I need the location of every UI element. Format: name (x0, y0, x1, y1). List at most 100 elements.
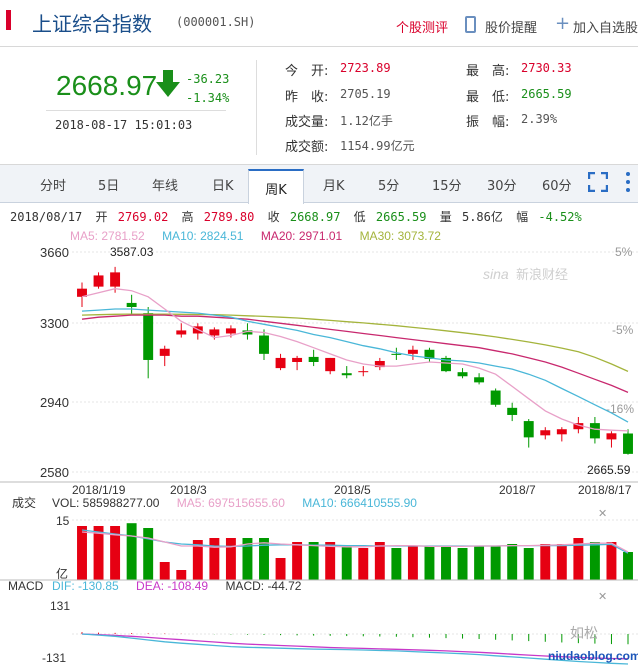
candle (556, 427, 567, 442)
tab-weekly-k-label: 周K (265, 183, 287, 198)
tab-yearline[interactable]: 年线 (152, 179, 179, 194)
candle (391, 347, 402, 360)
volume-bar (573, 538, 584, 580)
candle-body (457, 372, 468, 377)
divider (0, 164, 638, 165)
candle (490, 388, 501, 407)
candle-body (523, 421, 534, 438)
tab-intraday[interactable]: 分时 (40, 179, 67, 194)
macd-section-label: MACD (8, 579, 44, 593)
divider (0, 46, 638, 47)
macd-value: MACD: -44.72 (225, 579, 301, 593)
volume-bar (407, 546, 418, 580)
fullscreen-icon[interactable] (588, 172, 608, 192)
date-label-3: 2018/5 (334, 483, 371, 497)
max-annotation: 3587.03 (110, 245, 154, 259)
candle-body (507, 407, 518, 415)
volume-bar (589, 542, 600, 580)
candle (358, 366, 369, 377)
add-watchlist-link[interactable]: 加入自选股 (573, 21, 638, 36)
svg-text:DIF: -130.85 DEA: -108.49: DIF: -130.85 DEA: -108.49 MACD: -44.72 (52, 579, 302, 593)
candle-body (93, 275, 104, 287)
phone-icon (465, 16, 476, 33)
candle (457, 368, 468, 379)
volume-bar (474, 546, 485, 580)
candle-body (556, 429, 567, 435)
candle (407, 345, 418, 360)
candle-body (623, 433, 633, 454)
candle (474, 373, 485, 385)
info-open: 2769.02 (118, 210, 169, 224)
pct-tick-1: 5% (615, 245, 633, 259)
ma5-label: MA5: 2781.52 (70, 229, 145, 243)
info-vol-label: 量 (440, 210, 452, 224)
tab-60min[interactable]: 60分 (542, 179, 572, 194)
volume-label: 成交量: (285, 115, 329, 130)
volume-bar (623, 552, 633, 580)
tab-15min[interactable]: 15分 (432, 179, 462, 194)
candle (623, 429, 633, 455)
kline-chart[interactable]: 2018/08/17 开 2769.02 高 2789.80 收 2668.97… (0, 204, 638, 669)
footer-logo: 如松 (570, 626, 598, 642)
volume-bar (374, 542, 385, 580)
info-close: 2668.97 (290, 210, 341, 224)
volume-bar (176, 570, 187, 580)
tab-monthly-k[interactable]: 月K (323, 179, 345, 194)
volume-bar (209, 538, 220, 580)
tab-30min[interactable]: 30分 (487, 179, 517, 194)
candle-body (441, 357, 451, 372)
price-tick-3: 2940 (40, 395, 69, 410)
candle (93, 272, 104, 289)
macd-dea: DEA: -108.49 (136, 579, 208, 593)
svg-text:VOL: 585988277.00 MA5: 697: VOL: 585988277.00 MA5: 697515655.60 MA10… (52, 496, 417, 510)
candle (308, 349, 319, 367)
candle (325, 357, 336, 375)
candle-body (159, 348, 170, 356)
volume-bar (325, 542, 336, 580)
more-menu-icon[interactable] (624, 171, 632, 193)
candle (77, 282, 87, 307)
candle-body (292, 357, 303, 362)
tab-5day[interactable]: 5日 (98, 179, 120, 194)
tab-5min[interactable]: 5分 (378, 179, 400, 194)
candle-body (143, 313, 154, 360)
volume-bar (556, 544, 567, 580)
candle (424, 347, 435, 362)
info-high-label: 高 (182, 209, 194, 224)
vol-close-icon[interactable]: ✕ (598, 507, 607, 520)
candle (126, 294, 137, 316)
macd-close-icon[interactable]: ✕ (598, 590, 607, 603)
volume-bar (523, 548, 534, 580)
info-amp-label: 幅 (516, 209, 528, 224)
candle (341, 366, 352, 379)
candle (143, 307, 154, 379)
watermark: 新浪财经 (516, 267, 568, 283)
date-label-4: 2018/7 (499, 483, 536, 497)
info-low-label: 低 (354, 210, 366, 224)
candle (292, 355, 303, 371)
vol-section-label: 成交 (12, 495, 36, 510)
info-date: 2018/08/17 (10, 210, 82, 224)
volume-bar (441, 546, 451, 580)
candle (374, 357, 385, 371)
candle-body (325, 357, 336, 372)
ma10-line (81, 308, 629, 423)
volume-bar (225, 538, 236, 580)
volume-bar (275, 558, 286, 580)
volume-ma-lines (81, 529, 629, 554)
price-alert-link[interactable]: 股价提醒 (485, 21, 538, 36)
open-label: 今 开: (285, 64, 329, 79)
vol-ma10: MA10: 666410555.90 (302, 496, 417, 510)
macd-plot (72, 632, 638, 665)
candle-body (176, 330, 187, 335)
tab-daily-k[interactable]: 日K (212, 179, 234, 194)
price-change-pct: -1.34% (186, 91, 230, 105)
volume-bar (159, 562, 170, 580)
candle (275, 353, 286, 371)
volume-bar (540, 544, 551, 580)
stock-review-link[interactable]: 个股测评 (396, 21, 449, 36)
tab-weekly-k[interactable]: 周K (248, 169, 304, 204)
candle-body (407, 349, 418, 354)
candle-body (573, 423, 584, 430)
candle-body (77, 288, 87, 297)
